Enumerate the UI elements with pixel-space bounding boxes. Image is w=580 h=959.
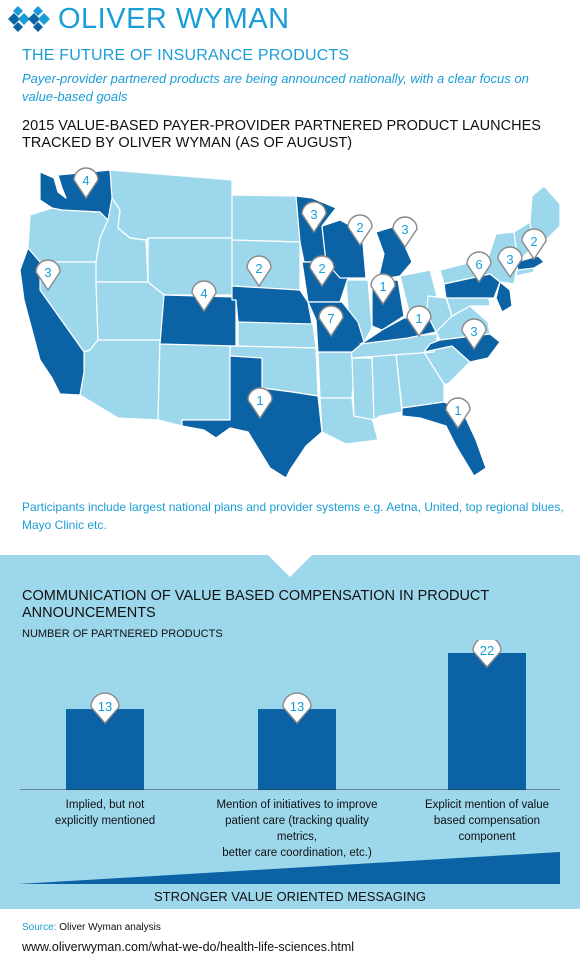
messaging-ramp [18, 852, 560, 884]
category-label-line: Mention of initiatives to improve [216, 799, 378, 811]
map-pin-indiana: 1 [370, 273, 396, 306]
map-pin-pennsylvania: 6 [466, 251, 492, 284]
pin-count: 3 [44, 265, 51, 280]
pin-marker-icon [521, 228, 547, 261]
pin-count: 1 [379, 279, 386, 294]
pin-count: 4 [200, 286, 207, 301]
chart-title: COMMUNICATION OF VALUE BASED COMPENSATIO… [22, 588, 489, 621]
map-pin-florida: 1 [445, 397, 471, 430]
bar-value-label: 22 [480, 643, 494, 658]
bar-value-label: 13 [98, 699, 112, 714]
pin-count: 6 [475, 257, 482, 272]
value-pin-icon [472, 640, 502, 669]
map-title: 2015 VALUE-BASED PAYER-PROVIDER PARTNERE… [22, 118, 541, 151]
pin-count: 3 [310, 207, 317, 222]
bar-value-label: 13 [290, 699, 304, 714]
category-label-line: explicitly mentioned [54, 815, 156, 827]
panel-notch [0, 555, 580, 577]
pin-count: 7 [327, 311, 334, 326]
pin-marker-icon [445, 397, 471, 430]
pin-marker-icon [318, 305, 344, 338]
map-pin-kentucky: 1 [406, 305, 432, 338]
category-label-line: patient care (tracking quality metrics, [225, 815, 369, 843]
bar-3 [448, 653, 526, 790]
category-label-line: based compensation [433, 815, 541, 827]
pin-marker-icon [191, 280, 217, 313]
pin-marker-icon [370, 273, 396, 306]
map-pin-minnesota: 3 [301, 201, 327, 234]
map-pin-massachusetts: 2 [521, 228, 547, 261]
category-label-3: Explicit mention of value based compensat… [402, 797, 572, 845]
source-key: Source: [22, 922, 57, 933]
pin-count: 2 [356, 220, 363, 235]
pin-marker-icon [35, 259, 61, 292]
pin-marker-icon [392, 216, 418, 249]
category-label-1: Implied, but not explicitly mentioned [20, 797, 190, 829]
pin-marker-icon [347, 214, 373, 247]
map-pin-wisconsin: 2 [347, 214, 373, 247]
map-pin-new-jersey: 3 [497, 246, 523, 279]
pin-marker-icon [73, 167, 99, 200]
pin-marker-icon [301, 201, 327, 234]
pin-marker-icon [247, 387, 273, 420]
chart-xlabel: STRONGER VALUE ORIENTED MESSAGING [153, 889, 427, 904]
pin-marker-icon [497, 246, 523, 279]
value-pin-icon [90, 692, 120, 725]
oliver-wyman-logo: OLIVER WYMAN [8, 4, 290, 34]
pin-count: 1 [454, 403, 461, 418]
map-pin-michigan: 3 [392, 216, 418, 249]
pin-marker-icon [246, 255, 272, 288]
pin-count: 1 [256, 393, 263, 408]
pin-count: 3 [506, 252, 513, 267]
pin-count: 1 [415, 311, 422, 326]
category-label-line: better care coordination, etc.) [222, 847, 372, 859]
map-pin-missouri: 7 [318, 305, 344, 338]
chart-ylabel: NUMBER OF PARTNERED PRODUCTS [22, 628, 223, 640]
pin-count: 2 [255, 261, 262, 276]
bar-chart: 13 13 22 [20, 640, 560, 790]
map-pin-texas: 1 [247, 387, 273, 420]
pin-marker-icon [466, 251, 492, 284]
pin-count: 3 [401, 222, 408, 237]
map-pin-iowa: 2 [309, 255, 335, 288]
map-pin-california: 3 [35, 259, 61, 292]
map-pin-north-carolina: 3 [461, 318, 487, 351]
map-pin-colorado: 4 [191, 280, 217, 313]
category-label-line: Implied, but not [65, 799, 145, 811]
participants-note: Participants include largest national pl… [22, 500, 564, 532]
map-pin-washington: 4 [73, 167, 99, 200]
footer-url[interactable]: www.oliverwyman.com/what-we-do/health-li… [22, 940, 355, 954]
category-label-line: component [458, 831, 516, 843]
pin-marker-icon [461, 318, 487, 351]
map-pin-nebraska: 2 [246, 255, 272, 288]
value-pin-icon [282, 692, 312, 725]
page-subline: Payer-provider partnered products are be… [22, 71, 529, 104]
source-value: Oliver Wyman analysis [59, 922, 161, 933]
category-label-2: Mention of initiatives to improve patient… [212, 797, 382, 861]
logo-text: OLIVER WYMAN [58, 3, 290, 35]
pin-marker-icon [309, 255, 335, 288]
pin-count: 4 [82, 173, 89, 188]
pin-marker-icon [406, 305, 432, 338]
pin-count: 3 [470, 324, 477, 339]
source-line: Source: Oliver Wyman analysis [22, 922, 161, 933]
pin-count: 2 [530, 234, 537, 249]
page-headline: THE FUTURE OF INSURANCE PRODUCTS [22, 47, 350, 64]
pin-count: 2 [318, 261, 325, 276]
category-label-line: Explicit mention of value [424, 799, 549, 811]
logo-mark-icon [8, 6, 50, 32]
